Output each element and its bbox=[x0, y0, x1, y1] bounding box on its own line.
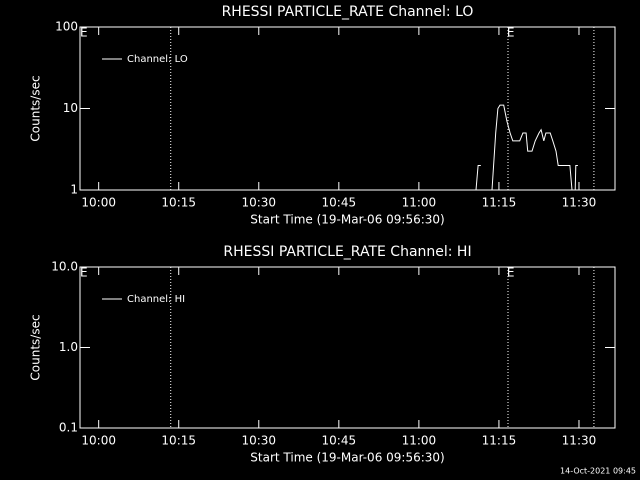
legend-label: Channel: HI bbox=[127, 294, 185, 305]
event-marker: E bbox=[80, 26, 88, 40]
footer: 14-Oct-2021 09:45 bbox=[560, 467, 636, 476]
event-marker: E bbox=[507, 266, 515, 280]
chart-title: RHESSI PARTICLE_RATE Channel: HI bbox=[223, 244, 471, 260]
data-line bbox=[475, 104, 578, 191]
y-tick-label: 1 bbox=[70, 183, 78, 197]
y-axis-label: Counts/sec bbox=[29, 75, 43, 141]
x-axis-label: Start Time (19-Mar-06 09:56:30) bbox=[250, 451, 444, 465]
x-tick-label: 11:00 bbox=[402, 434, 437, 448]
plot-frame bbox=[79, 266, 616, 429]
y-tick-label: 0.1 bbox=[59, 421, 78, 435]
x-tick-label: 10:15 bbox=[161, 196, 196, 210]
plot-frame bbox=[79, 26, 616, 191]
y-tick-label: 10.0 bbox=[51, 260, 78, 274]
x-tick-label: 10:30 bbox=[241, 434, 276, 448]
x-tick-label: 11:30 bbox=[562, 434, 597, 448]
x-tick-label: 10:45 bbox=[322, 434, 357, 448]
event-marker: E bbox=[507, 26, 515, 40]
y-tick-label: 1.0 bbox=[59, 340, 78, 354]
x-tick-label: 10:45 bbox=[322, 196, 357, 210]
x-tick-label: 11:15 bbox=[482, 196, 517, 210]
event-marker: E bbox=[80, 266, 88, 280]
x-tick-label: 10:00 bbox=[81, 196, 116, 210]
x-tick-label: 10:15 bbox=[161, 434, 196, 448]
legend-label: Channel: LO bbox=[127, 54, 188, 65]
x-axis-label: Start Time (19-Mar-06 09:56:30) bbox=[250, 213, 444, 227]
chart-title: RHESSI PARTICLE_RATE Channel: LO bbox=[222, 4, 474, 20]
y-tick-label: 10 bbox=[63, 101, 78, 115]
y-tick-label: 100 bbox=[55, 20, 78, 34]
x-tick-label: 11:30 bbox=[562, 196, 597, 210]
x-tick-label: 11:00 bbox=[402, 196, 437, 210]
x-tick-label: 10:00 bbox=[81, 434, 116, 448]
x-tick-label: 10:30 bbox=[241, 196, 276, 210]
y-axis-label: Counts/sec bbox=[29, 314, 43, 380]
x-tick-label: 11:15 bbox=[482, 434, 517, 448]
